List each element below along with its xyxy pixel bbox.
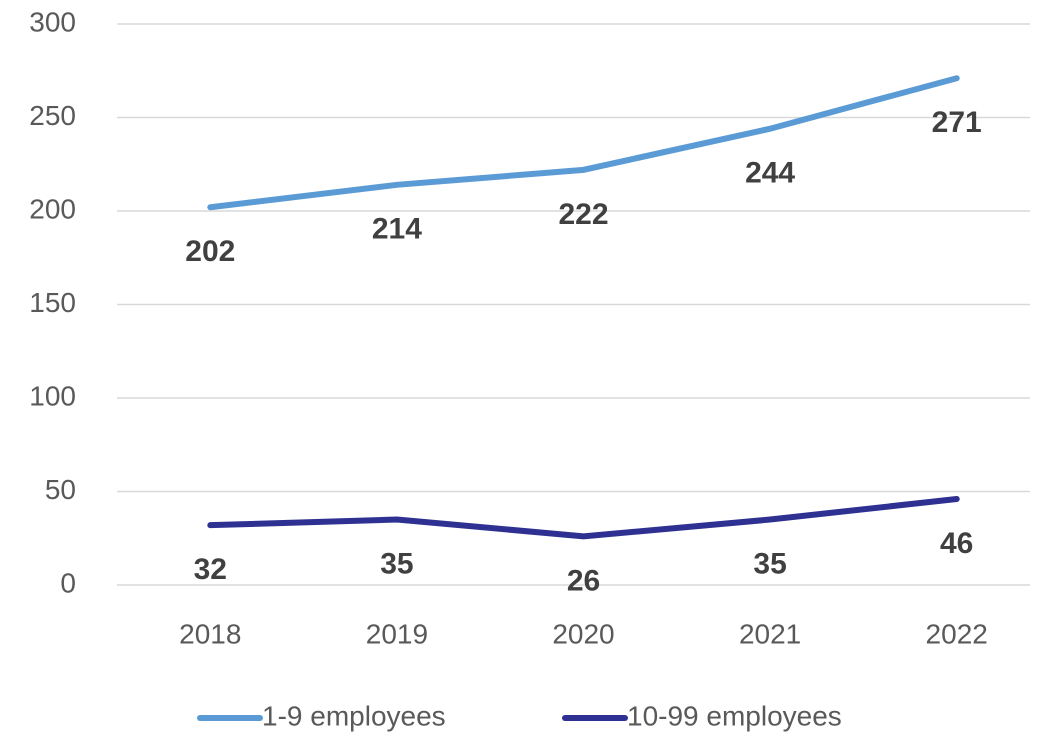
data-label: 244 bbox=[745, 157, 795, 190]
data-label: 214 bbox=[372, 213, 422, 246]
y-tick-label: 300 bbox=[29, 6, 76, 37]
data-label: 32 bbox=[194, 553, 227, 586]
data-label: 271 bbox=[932, 106, 982, 139]
x-tick-label: 2022 bbox=[926, 618, 988, 649]
data-label: 46 bbox=[940, 527, 973, 560]
data-label: 222 bbox=[558, 198, 608, 231]
legend-label: 1-9 employees bbox=[262, 700, 446, 731]
y-tick-label: 0 bbox=[60, 567, 76, 598]
x-tick-label: 2018 bbox=[179, 618, 241, 649]
series-line bbox=[207, 495, 960, 540]
x-tick-label: 2019 bbox=[366, 618, 428, 649]
data-label: 35 bbox=[380, 547, 413, 580]
y-tick-label: 50 bbox=[45, 474, 76, 505]
y-tick-label: 200 bbox=[29, 193, 76, 224]
data-label: 202 bbox=[185, 235, 235, 268]
y-tick-label: 100 bbox=[29, 380, 76, 411]
y-tick-label: 250 bbox=[29, 100, 76, 131]
y-tick-label: 150 bbox=[29, 287, 76, 318]
series-line bbox=[207, 75, 960, 211]
x-tick-label: 2020 bbox=[552, 618, 614, 649]
x-tick-label: 2021 bbox=[739, 618, 801, 649]
legend-label: 10-99 employees bbox=[627, 700, 842, 731]
data-label: 26 bbox=[567, 564, 600, 597]
data-label: 35 bbox=[753, 547, 786, 580]
